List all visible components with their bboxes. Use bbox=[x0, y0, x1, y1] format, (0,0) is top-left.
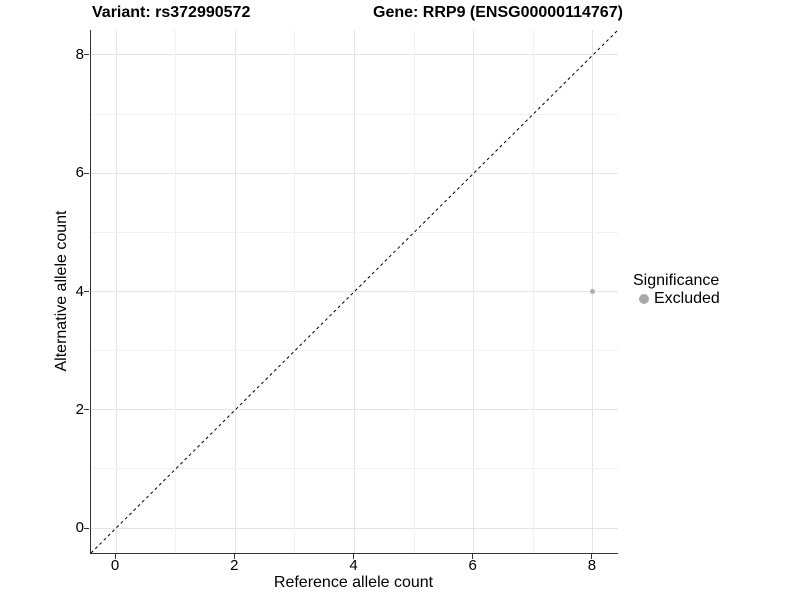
y-tick-label: 0 bbox=[75, 519, 84, 537]
y-tick-label: 4 bbox=[75, 282, 84, 300]
x-tick-mark bbox=[114, 554, 116, 559]
plot-panel bbox=[90, 29, 619, 554]
y-tick-label: 6 bbox=[75, 164, 84, 182]
variant-title: Variant: rs372990572 bbox=[92, 4, 251, 21]
y-tick-mark bbox=[84, 291, 89, 292]
minor-gridline-y bbox=[91, 468, 618, 470]
minor-gridline-x bbox=[532, 30, 534, 553]
y-tick-mark bbox=[84, 527, 89, 529]
major-gridline-x bbox=[234, 30, 236, 553]
minor-gridline-y bbox=[91, 350, 618, 352]
x-tick-label: 2 bbox=[230, 557, 239, 574]
x-axis-title: Reference allele count bbox=[273, 574, 434, 591]
x-tick-mark bbox=[472, 554, 474, 559]
legend-item-label: Excluded bbox=[654, 290, 720, 307]
legend-title: Significance bbox=[633, 272, 720, 289]
minor-gridline-y bbox=[91, 231, 618, 233]
data-point bbox=[590, 289, 596, 294]
gene-title: Gene: RRP9 (ENSG00000114767) bbox=[373, 4, 623, 21]
major-gridline-x bbox=[115, 30, 117, 553]
y-tick-mark bbox=[84, 172, 89, 174]
x-tick-label: 6 bbox=[468, 557, 477, 574]
y-tick-mark bbox=[84, 409, 89, 411]
x-tick-mark bbox=[233, 554, 235, 559]
major-gridline-x bbox=[473, 30, 475, 553]
y-tick-mark bbox=[84, 54, 89, 56]
x-tick-label: 8 bbox=[587, 557, 597, 574]
y-tick-label: 8 bbox=[75, 45, 84, 63]
x-tick-label: 0 bbox=[110, 557, 120, 574]
identity-line-layer bbox=[90, 29, 619, 554]
y-tick-label: 2 bbox=[75, 400, 84, 418]
minor-gridline-x bbox=[413, 30, 415, 553]
x-tick-mark bbox=[591, 554, 593, 559]
minor-gridline-x bbox=[294, 30, 296, 553]
x-tick-mark bbox=[353, 554, 354, 559]
identity-dashed-line bbox=[90, 29, 619, 554]
x-tick-label: 4 bbox=[349, 557, 358, 574]
excluded-point-icon bbox=[639, 294, 649, 304]
significance-legend: Significance Excluded bbox=[633, 271, 720, 308]
legend-item-excluded: Excluded bbox=[639, 290, 720, 308]
minor-gridline-x bbox=[175, 30, 177, 553]
major-gridline-x bbox=[354, 30, 355, 553]
